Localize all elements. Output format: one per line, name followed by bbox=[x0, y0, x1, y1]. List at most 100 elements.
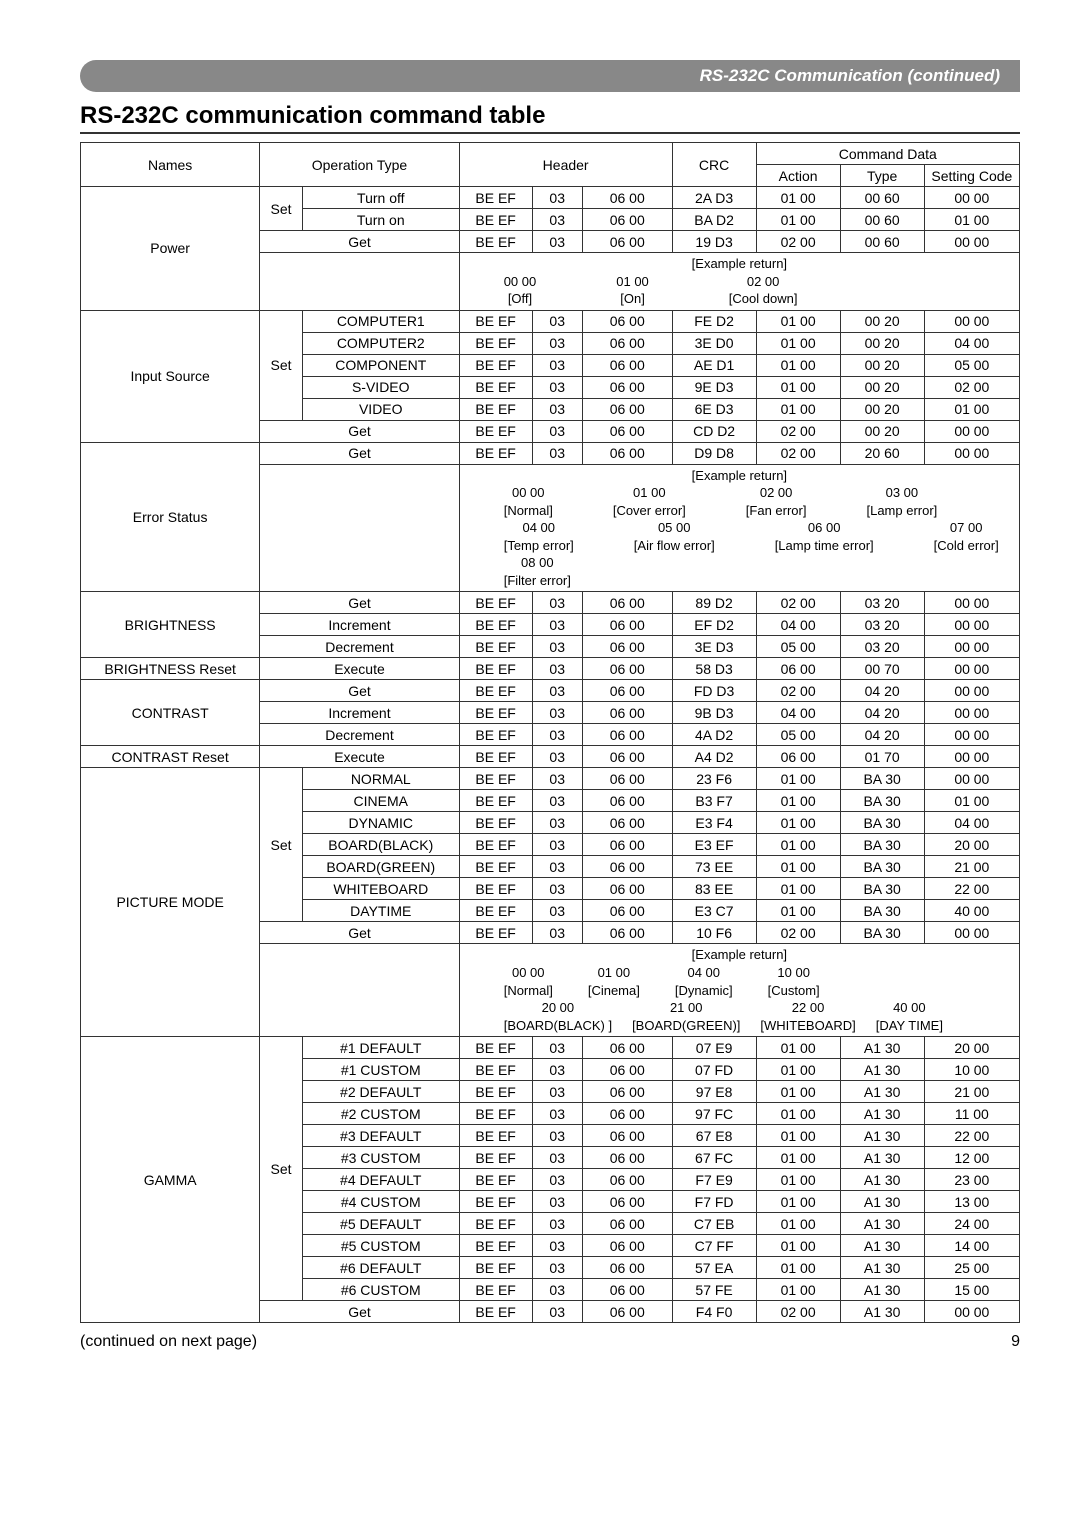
cell-type: A1 30 bbox=[840, 1125, 924, 1147]
col-header: Header bbox=[459, 143, 672, 187]
cell-crc: 83 EE bbox=[672, 878, 756, 900]
cell-crc: 89 D2 bbox=[672, 592, 756, 614]
cell-type: BA 30 bbox=[840, 900, 924, 922]
cell-h3: 06 00 bbox=[582, 398, 672, 420]
cell-action: 05 00 bbox=[756, 636, 840, 658]
cell-h2: 03 bbox=[532, 1257, 582, 1279]
cell-h1: BE EF bbox=[459, 768, 532, 790]
table-row: Error StatusGetBE EF0306 00D9 D802 0020 … bbox=[81, 442, 1020, 464]
cell-op: #2 DEFAULT bbox=[302, 1081, 459, 1103]
cell-type: BA 30 bbox=[840, 768, 924, 790]
cell-h3: 06 00 bbox=[582, 746, 672, 768]
table-row: BRIGHTNESS ResetExecuteBE EF0306 0058 D3… bbox=[81, 658, 1020, 680]
cell-type: 03 20 bbox=[840, 592, 924, 614]
cell-h3: 06 00 bbox=[582, 354, 672, 376]
cell-type: 00 60 bbox=[840, 231, 924, 253]
cell-type: A1 30 bbox=[840, 1037, 924, 1059]
cell-h1: BE EF bbox=[459, 376, 532, 398]
cell-h3: 06 00 bbox=[582, 332, 672, 354]
col-action: Action bbox=[756, 165, 840, 187]
cell-h2: 03 bbox=[532, 398, 582, 420]
cell-h3: 06 00 bbox=[582, 702, 672, 724]
col-setting: Setting Code bbox=[924, 165, 1019, 187]
cell-crc: BA D2 bbox=[672, 209, 756, 231]
cell-crc: 6E D3 bbox=[672, 398, 756, 420]
cell-h2: 03 bbox=[532, 1235, 582, 1257]
cell-setting: 00 00 bbox=[924, 922, 1019, 944]
cell-h3: 06 00 bbox=[582, 900, 672, 922]
cell-h2: 03 bbox=[532, 231, 582, 253]
cell-action: 04 00 bbox=[756, 702, 840, 724]
cell-h2: 03 bbox=[532, 442, 582, 464]
cell-h3: 06 00 bbox=[582, 310, 672, 332]
cell-op: #1 DEFAULT bbox=[302, 1037, 459, 1059]
cell-action: 01 00 bbox=[756, 812, 840, 834]
cell-crc: E3 EF bbox=[672, 834, 756, 856]
cell-op: #3 CUSTOM bbox=[302, 1147, 459, 1169]
page-title: RS-232C communication command table bbox=[80, 102, 1020, 134]
cell-setting: 01 00 bbox=[924, 398, 1019, 420]
cell-setting: 00 00 bbox=[924, 746, 1019, 768]
cell-h2: 03 bbox=[532, 746, 582, 768]
cell-h1: BE EF bbox=[459, 812, 532, 834]
cell-type: A1 30 bbox=[840, 1059, 924, 1081]
cell-type: 00 60 bbox=[840, 209, 924, 231]
cell-h3: 06 00 bbox=[582, 1103, 672, 1125]
cell-h1: BE EF bbox=[459, 310, 532, 332]
table-body: PowerSetTurn offBE EF0306 002A D301 0000… bbox=[81, 187, 1020, 1323]
cell-h2: 03 bbox=[532, 592, 582, 614]
cell-setting: 13 00 bbox=[924, 1191, 1019, 1213]
cell-op: #3 DEFAULT bbox=[302, 1125, 459, 1147]
cell-op: VIDEO bbox=[302, 398, 459, 420]
cell-h1: BE EF bbox=[459, 1235, 532, 1257]
cell-crc: FE D2 bbox=[672, 310, 756, 332]
cell-h3: 06 00 bbox=[582, 1059, 672, 1081]
cell-h2: 03 bbox=[532, 614, 582, 636]
cell-op: Increment bbox=[260, 614, 459, 636]
cell-type: BA 30 bbox=[840, 812, 924, 834]
cell-setting: 01 00 bbox=[924, 790, 1019, 812]
cell-h2: 03 bbox=[532, 878, 582, 900]
cell-h3: 06 00 bbox=[582, 834, 672, 856]
cell-type: 03 20 bbox=[840, 636, 924, 658]
cell-setting: 14 00 bbox=[924, 1235, 1019, 1257]
cell-crc: A4 D2 bbox=[672, 746, 756, 768]
cell-setting: 20 00 bbox=[924, 834, 1019, 856]
cell-action: 01 00 bbox=[756, 354, 840, 376]
cell-op: #6 DEFAULT bbox=[302, 1257, 459, 1279]
cell-h1: BE EF bbox=[459, 1125, 532, 1147]
cell-h3: 06 00 bbox=[582, 442, 672, 464]
cell-name: BRIGHTNESS bbox=[81, 592, 260, 658]
cell-action: 02 00 bbox=[756, 231, 840, 253]
cell-crc: 9B D3 bbox=[672, 702, 756, 724]
cell-h2: 03 bbox=[532, 1103, 582, 1125]
cell-type: A1 30 bbox=[840, 1191, 924, 1213]
col-cmddata: Command Data bbox=[756, 143, 1019, 165]
cell-h1: BE EF bbox=[459, 724, 532, 746]
cell-setting: 00 00 bbox=[924, 768, 1019, 790]
cell-op: #2 CUSTOM bbox=[302, 1103, 459, 1125]
cell-type: BA 30 bbox=[840, 856, 924, 878]
cell-setting: 12 00 bbox=[924, 1147, 1019, 1169]
cell-action: 01 00 bbox=[756, 878, 840, 900]
cell-type: 00 20 bbox=[840, 420, 924, 442]
cell-op: S-VIDEO bbox=[302, 376, 459, 398]
cell-h3: 06 00 bbox=[582, 592, 672, 614]
cell-action: 01 00 bbox=[756, 1147, 840, 1169]
table-row: PowerSetTurn offBE EF0306 002A D301 0000… bbox=[81, 187, 1020, 209]
cell-name: GAMMA bbox=[81, 1037, 260, 1323]
cell-op: Get bbox=[260, 1301, 459, 1323]
table-row: CONTRAST ResetExecuteBE EF0306 00A4 D206… bbox=[81, 746, 1020, 768]
cell-crc: 2A D3 bbox=[672, 187, 756, 209]
cell-name: Input Source bbox=[81, 310, 260, 442]
table-row: PICTURE MODESetNORMALBE EF0306 0023 F601… bbox=[81, 768, 1020, 790]
cell-setting: 25 00 bbox=[924, 1257, 1019, 1279]
cell-type: 04 20 bbox=[840, 680, 924, 702]
cell-h3: 06 00 bbox=[582, 1169, 672, 1191]
cell-h3: 06 00 bbox=[582, 231, 672, 253]
cell-h2: 03 bbox=[532, 420, 582, 442]
cell-h1: BE EF bbox=[459, 1081, 532, 1103]
cell-h3: 06 00 bbox=[582, 724, 672, 746]
cell-h2: 03 bbox=[532, 856, 582, 878]
cell-h3: 06 00 bbox=[582, 878, 672, 900]
